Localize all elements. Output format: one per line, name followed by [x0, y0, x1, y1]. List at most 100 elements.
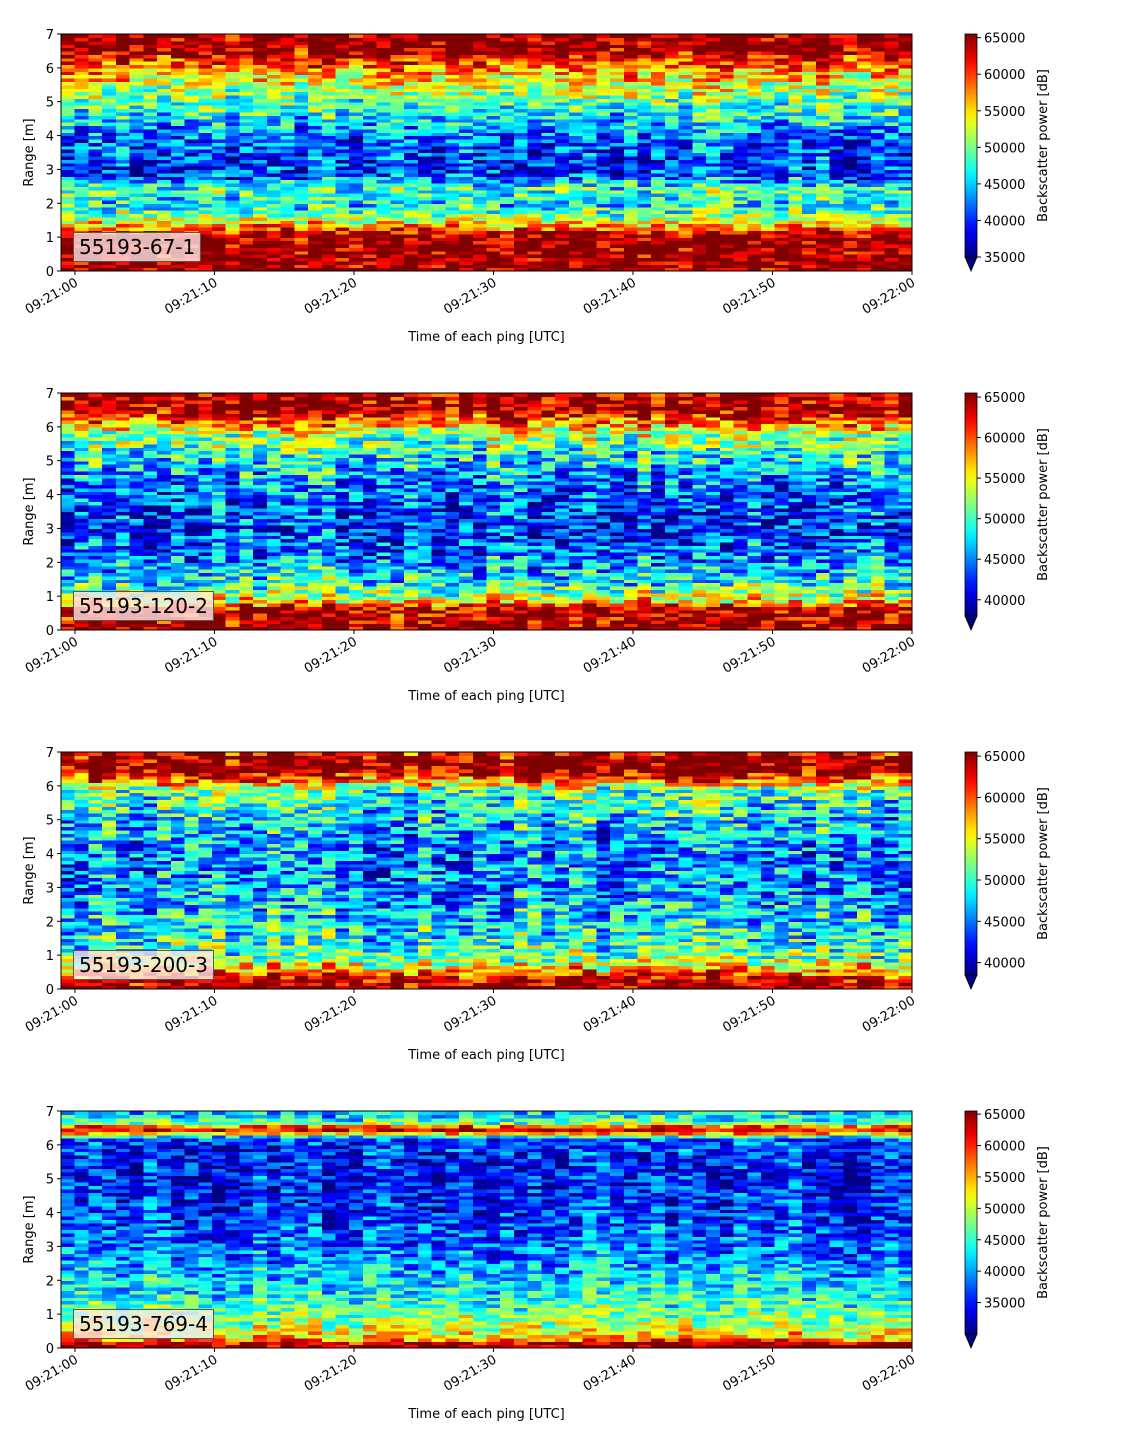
heatmap-cell — [843, 94, 858, 99]
heatmap-cell — [115, 128, 131, 133]
heatmap-cell — [294, 142, 309, 147]
heatmap-cell — [513, 149, 529, 154]
heatmap-cell — [61, 267, 76, 272]
heatmap-cell — [335, 162, 350, 167]
heatmap-cell — [239, 64, 254, 69]
heatmap-cell — [445, 111, 460, 116]
heatmap-cell — [500, 88, 515, 93]
heatmap-cell — [129, 176, 144, 181]
heatmap-cell — [390, 169, 405, 174]
heatmap-cell — [225, 74, 241, 79]
heatmap-cell — [637, 108, 652, 113]
heatmap-cell — [362, 128, 378, 133]
heatmap-cell — [651, 108, 666, 113]
heatmap-cell — [719, 135, 735, 140]
heatmap-cell — [815, 71, 831, 76]
heatmap-cell — [486, 105, 501, 110]
heatmap-cell — [802, 264, 817, 269]
heatmap-cell — [898, 240, 913, 245]
heatmap-cell — [102, 264, 117, 269]
heatmap-cell — [280, 193, 295, 198]
heatmap-cell — [362, 81, 378, 86]
heatmap-cell — [637, 101, 652, 106]
heatmap-cell — [829, 193, 844, 198]
heatmap-cell — [239, 142, 254, 147]
heatmap-cell — [88, 47, 103, 52]
heatmap-cell — [129, 575, 144, 580]
heatmap-cell — [555, 166, 570, 171]
heatmap-cell — [706, 128, 721, 133]
heatmap-cell — [88, 409, 103, 414]
heatmap-cell — [129, 145, 144, 150]
heatmap-cell — [61, 98, 76, 103]
heatmap-cell — [788, 155, 803, 160]
heatmap-cell — [115, 199, 131, 204]
heatmap-cell — [362, 203, 378, 208]
heatmap-cell — [870, 94, 886, 99]
heatmap-cell — [198, 67, 213, 72]
heatmap-cell — [541, 155, 556, 160]
heatmap-cell — [143, 81, 158, 86]
heatmap-cell — [513, 230, 529, 235]
heatmap-cell — [774, 213, 790, 218]
heatmap-cell — [157, 67, 172, 72]
heatmap-cell — [308, 47, 323, 52]
heatmap-cell — [362, 64, 378, 69]
heatmap-cell — [321, 125, 337, 130]
heatmap-cell — [472, 179, 488, 184]
heatmap-cell — [541, 132, 556, 137]
heatmap-cell — [143, 108, 158, 113]
heatmap-cell — [321, 247, 337, 252]
heatmap-cell — [788, 223, 803, 228]
heatmap-cell — [870, 155, 886, 160]
heatmap-cell — [417, 247, 433, 252]
heatmap-cell — [280, 78, 295, 82]
heatmap-cell — [143, 460, 158, 465]
heatmap-cell — [157, 128, 172, 133]
heatmap-cell — [500, 216, 515, 221]
heatmap-cell — [376, 179, 392, 184]
heatmap-cell — [568, 138, 584, 143]
heatmap-cell — [664, 145, 680, 150]
heatmap-cell — [225, 37, 241, 42]
heatmap-cell — [637, 122, 652, 127]
heatmap-cell — [170, 193, 186, 198]
heatmap-cell — [390, 230, 405, 235]
heatmap-cell — [815, 243, 831, 248]
heatmap-cell — [335, 105, 350, 110]
heatmap-cell — [102, 521, 117, 526]
heatmap-cell — [294, 128, 309, 133]
heatmap-cell — [870, 128, 886, 133]
heatmap-cell — [706, 254, 721, 259]
heatmap-cell — [349, 233, 364, 238]
heatmap-cell — [61, 247, 76, 252]
heatmap-cell — [857, 135, 872, 140]
heatmap-cell — [719, 88, 735, 93]
heatmap-cell — [815, 138, 831, 143]
heatmap-cell — [637, 223, 652, 228]
heatmap-cell — [692, 169, 707, 174]
heatmap-cell — [335, 61, 350, 66]
heatmap-cell — [184, 223, 199, 228]
heatmap-cell — [857, 84, 872, 89]
heatmap-cell — [747, 111, 762, 116]
heatmap-cell — [870, 216, 886, 221]
heatmap-cell — [486, 47, 501, 52]
heatmap-cell — [321, 81, 337, 86]
heatmap-cell — [815, 260, 831, 265]
heatmap-cell — [884, 105, 899, 110]
heatmap-cell — [884, 193, 899, 198]
y-tick-label: 4 — [46, 130, 54, 145]
heatmap-cell — [239, 162, 254, 167]
heatmap-cell — [115, 487, 131, 492]
heatmap-cell — [555, 162, 570, 167]
heatmap-cell — [815, 223, 831, 228]
heatmap-cell — [445, 84, 460, 89]
heatmap-cell — [815, 220, 831, 225]
heatmap-cell — [678, 267, 693, 272]
heatmap-cell — [623, 94, 639, 99]
heatmap-cell — [184, 61, 199, 66]
heatmap-cell — [568, 257, 584, 262]
heatmap-cell — [253, 37, 268, 42]
heatmap-cell — [884, 44, 899, 49]
